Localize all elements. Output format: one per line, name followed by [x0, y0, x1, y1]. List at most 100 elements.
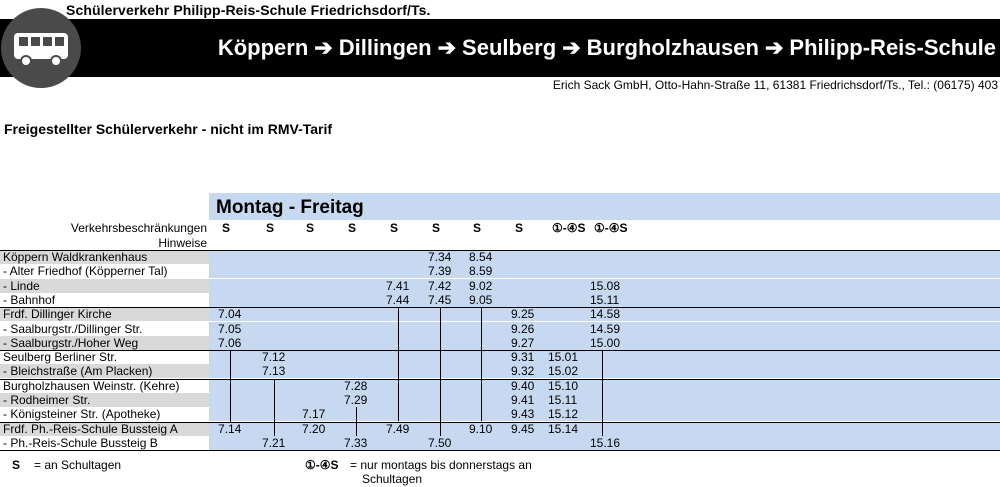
time-cell: 9.26: [511, 321, 535, 336]
group-divider: [0, 250, 1000, 251]
time-cell: 7.33: [344, 435, 368, 450]
restriction-cell: S: [515, 221, 524, 235]
restriction-cell: ①-④S: [594, 221, 628, 235]
stop-name: - Saalburgstr./Hoher Weg: [3, 335, 139, 350]
stop-background: [0, 364, 209, 379]
time-cell: 9.32: [511, 364, 535, 379]
time-cell: 7.17: [302, 407, 326, 422]
time-cell: 7.29: [344, 393, 368, 407]
time-cell: 9.05: [469, 292, 493, 307]
route-through-line: [230, 350, 231, 422]
row-background: [209, 250, 1000, 264]
group-divider: [0, 379, 1000, 380]
time-cell: 8.54: [469, 250, 493, 264]
route-through-line: [602, 350, 603, 436]
route-banner: [0, 19, 1000, 77]
bus-icon: [1, 8, 81, 88]
stop-background: [0, 393, 209, 407]
legend-mt-symbol: ①-④S: [305, 458, 339, 472]
legend-mt-text: = nur montags bis donnerstags an: [350, 458, 532, 472]
row-background: [209, 435, 1000, 450]
stop-name: - Saalburgstr./Dillinger Str.: [3, 321, 143, 336]
stop-name: - Linde: [3, 278, 40, 293]
time-cell: 9.41: [511, 393, 535, 407]
time-cell: 9.10: [469, 421, 493, 436]
stop-name: - Rodheimer Str.: [3, 393, 91, 407]
route-through-line: [481, 307, 482, 421]
stop-name: Frdf. Dillinger Kirche: [3, 307, 112, 322]
time-cell: 7.41: [386, 278, 410, 293]
restriction-cell: S: [266, 221, 275, 235]
row-background: [209, 292, 1000, 307]
time-cell: 7.49: [386, 421, 410, 436]
restriction-cell: S: [348, 221, 357, 235]
restriction-cell: ①-④S: [552, 221, 586, 235]
time-cell: 7.14: [218, 421, 242, 436]
row-background: [209, 350, 1000, 365]
time-cell: 7.28: [344, 378, 368, 393]
time-cell: 9.43: [511, 407, 535, 422]
page-subtitle: Freigestellter Schülerverkehr - nicht im…: [4, 121, 333, 137]
time-cell: 7.34: [428, 250, 452, 264]
time-cell: 15.00: [590, 335, 621, 350]
time-cell: 15.14: [548, 421, 579, 436]
restriction-cell: S: [306, 221, 315, 235]
day-title: Montag - Freitag: [216, 197, 364, 218]
row-background: [209, 421, 1000, 436]
legend-mt-text-2: Schultagen: [362, 472, 423, 486]
row-background: [209, 335, 1000, 350]
time-cell: 7.12: [262, 350, 286, 365]
stop-name: Burgholzhausen Weinstr. (Kehre): [3, 378, 180, 393]
time-cell: 15.02: [548, 364, 579, 379]
time-cell: 9.40: [511, 378, 535, 393]
row-background: [209, 278, 1000, 293]
restriction-cell: S: [390, 221, 399, 235]
stop-background: [0, 421, 209, 436]
time-cell: 7.45: [428, 292, 452, 307]
restriction-cell: S: [222, 221, 231, 235]
group-divider: [0, 422, 1000, 423]
row-background: [209, 407, 1000, 422]
header-title: Schülerverkehr Philipp-Reis-Schule Fried…: [66, 2, 431, 18]
row-background: [209, 378, 1000, 393]
time-cell: 9.02: [469, 278, 493, 293]
time-cell: 7.06: [218, 335, 242, 350]
stop-background: [0, 250, 209, 264]
route-title: Köppern ➔ Dillingen ➔ Seulberg ➔ Burgholzhause…: [218, 19, 996, 77]
day-header-bar: [209, 193, 1000, 220]
route-stop: Burgholzhausen: [586, 35, 759, 60]
time-cell: 15.08: [590, 278, 621, 293]
route-through-line: [356, 407, 357, 436]
time-cell: 7.04: [218, 307, 242, 322]
time-cell: 15.12: [548, 407, 579, 422]
stop-name: - Bahnhof: [3, 292, 56, 307]
group-divider: [0, 307, 1000, 308]
stop-name: - Bleichstraße (Am Placken): [3, 364, 153, 379]
route-through-line: [274, 379, 275, 436]
stop-name: - Alter Friedhof (Köpperner Tal): [3, 264, 168, 279]
time-cell: 7.39: [428, 264, 452, 279]
legend-s-text: = an Schultagen: [34, 458, 122, 472]
company-address: Erich Sack GmbH, Otto-Hahn-Straße 11, 61…: [552, 78, 998, 92]
time-cell: 15.16: [590, 435, 621, 450]
stop-name: - Ph.-Reis-Schule Bussteig B: [3, 435, 158, 450]
time-cell: 7.20: [302, 421, 326, 436]
row-background: [209, 264, 1000, 279]
arrow-icon: ➔: [764, 35, 784, 60]
group-divider: [0, 350, 1000, 351]
stop-name: - Königsteiner Str. (Apotheke): [3, 407, 161, 422]
time-cell: 8.59: [469, 264, 493, 279]
time-cell: 7.13: [262, 364, 286, 379]
route-through-line: [398, 307, 399, 421]
legend-s-symbol: S: [12, 458, 21, 472]
time-cell: 14.58: [590, 307, 621, 322]
route-stop: Philipp-Reis-Schule: [789, 35, 996, 60]
time-cell: 15.10: [548, 378, 579, 393]
stop-background: [0, 278, 209, 293]
time-cell: 7.21: [262, 435, 286, 450]
route-through-line: [440, 307, 441, 436]
time-cell: 9.27: [511, 335, 535, 350]
arrow-icon: ➔: [562, 35, 581, 60]
route-stop: Dillingen: [338, 35, 432, 60]
row-background: [209, 393, 1000, 407]
